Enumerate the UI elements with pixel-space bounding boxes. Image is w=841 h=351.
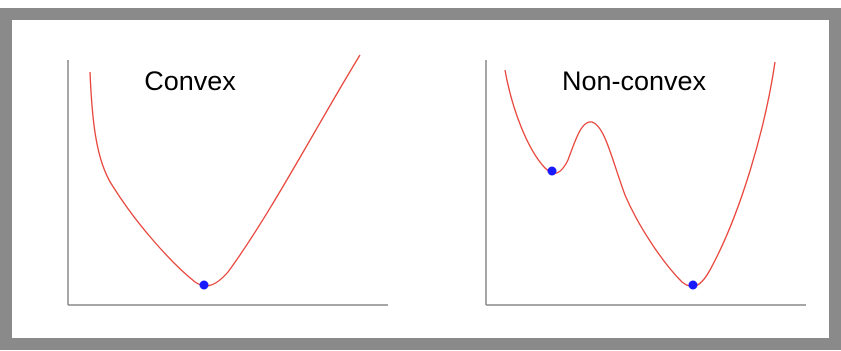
curve	[89, 54, 361, 287]
panel-label: Convex	[144, 66, 236, 96]
panel-label: Non-convex	[562, 66, 707, 96]
global-minimum-dot	[688, 280, 698, 290]
non-convex-panel: Non-convex	[485, 60, 806, 306]
convex-panel: Convex	[67, 54, 388, 306]
minimum-dot	[199, 280, 209, 290]
frame	[0, 8, 841, 350]
curve	[504, 61, 776, 288]
local-minimum-dot	[547, 166, 557, 176]
